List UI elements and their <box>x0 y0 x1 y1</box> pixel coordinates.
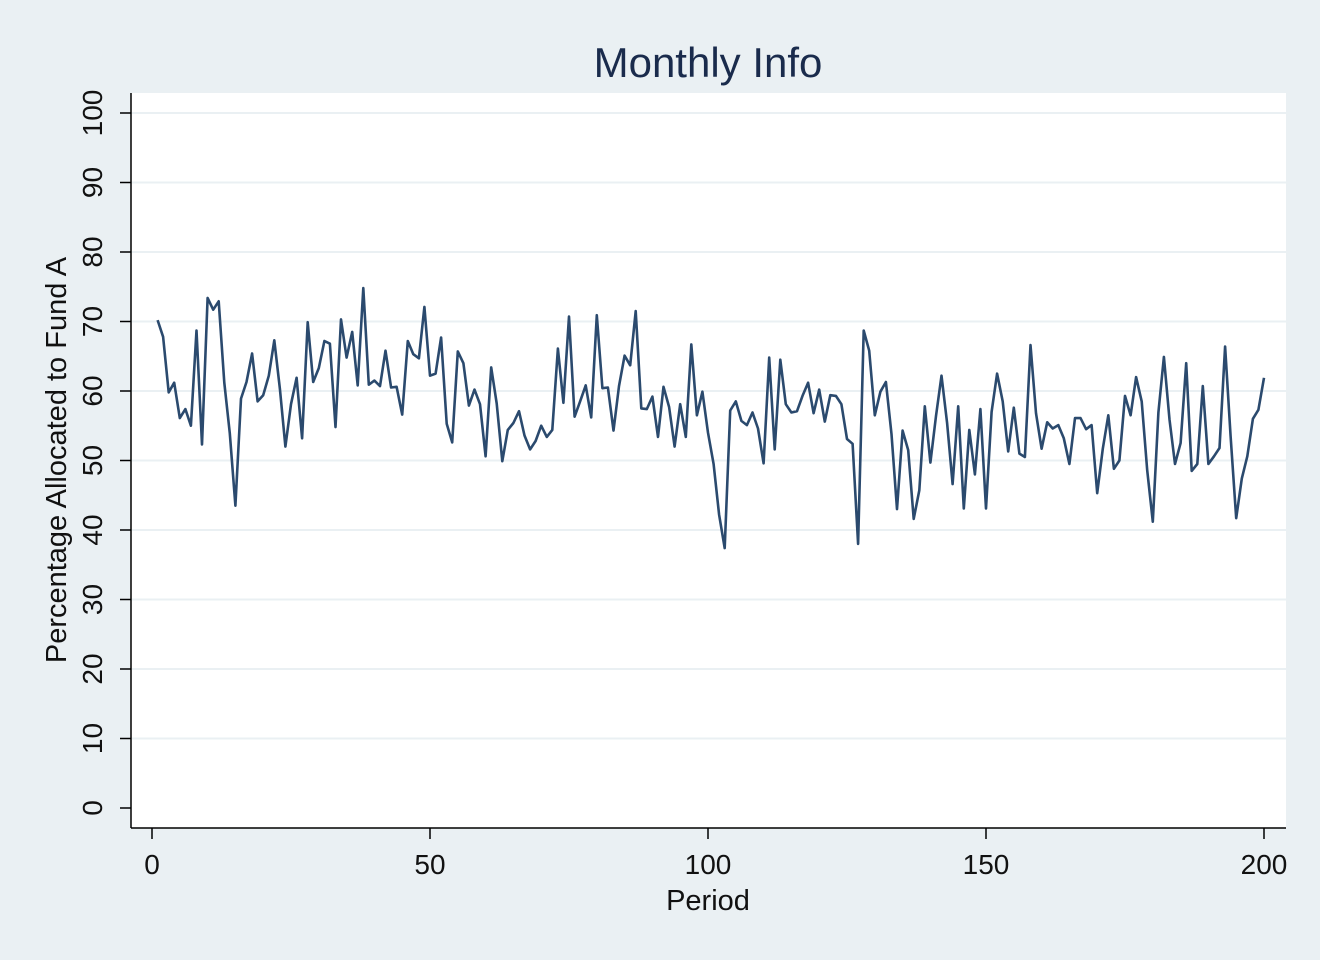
series-line <box>156 286 1266 550</box>
x-tick-label: 100 <box>685 849 732 880</box>
x-tick-label: 0 <box>144 849 160 880</box>
y-tick-label: 80 <box>77 236 108 267</box>
y-tick-label: 60 <box>77 375 108 406</box>
y-tick-label: 20 <box>77 653 108 684</box>
x-tick-label: 50 <box>414 849 445 880</box>
x-tick-label: 150 <box>963 849 1010 880</box>
y-tick-label: 40 <box>77 514 108 545</box>
y-tick-label: 100 <box>77 90 108 137</box>
series-layer <box>156 286 1266 550</box>
y-tick-label: 70 <box>77 306 108 337</box>
y-axis-title: Percentage Allocated to Fund A <box>41 256 73 663</box>
axes: 0 10 20 30 40 50 60 70 80 90 100 0 50 100 150 200 <box>77 90 1287 880</box>
y-tick-label: 50 <box>77 445 108 476</box>
x-axis-title: Period <box>666 885 750 917</box>
y-tick-label: 30 <box>77 584 108 615</box>
y-tick-label: 90 <box>77 167 108 198</box>
y-tick-label: 0 <box>77 800 108 816</box>
chart-title: Monthly Info <box>594 39 823 86</box>
gridlines <box>131 112 1286 740</box>
y-tick-label: 10 <box>77 723 108 754</box>
x-tick-label: 200 <box>1241 849 1288 880</box>
